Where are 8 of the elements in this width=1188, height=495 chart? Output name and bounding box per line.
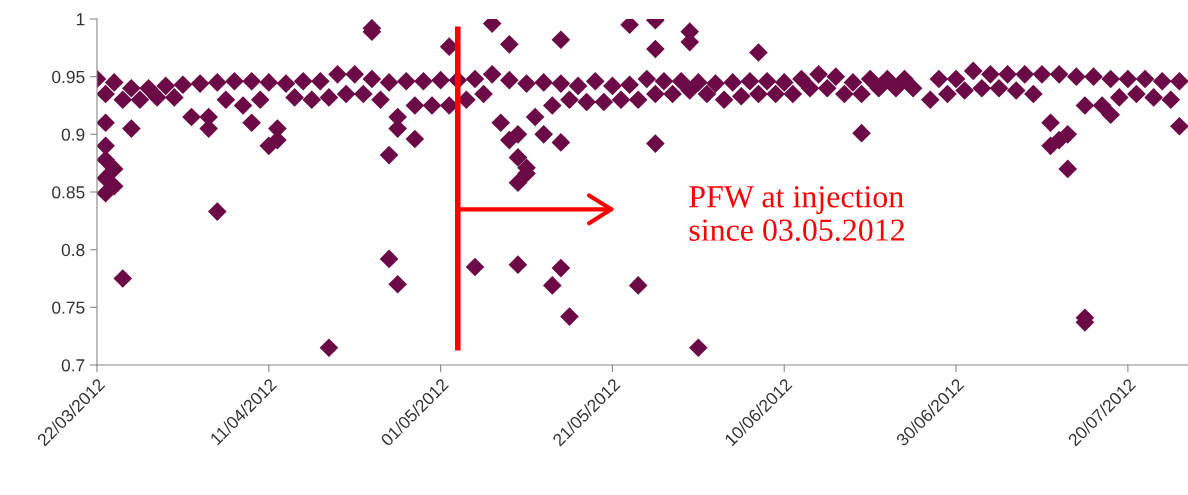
annotation: PFW at injection since 03.05.2012 (689, 186, 904, 242)
y-tick-label: 0.9 (61, 128, 85, 141)
y-tick-label: 0.85 (52, 186, 85, 199)
y-tick-label: 0.95 (52, 70, 85, 84)
y-tick-label: 0.8 (61, 243, 85, 257)
y-tick-label: 1 (76, 13, 85, 26)
y-tick-label: 0.75 (52, 301, 85, 314)
y-tick-label: 0.7 (61, 359, 85, 372)
